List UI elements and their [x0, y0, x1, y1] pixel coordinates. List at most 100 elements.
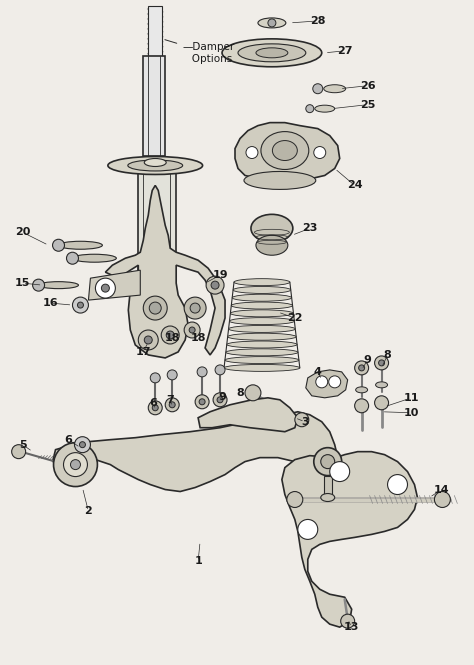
- Text: 25: 25: [360, 100, 375, 110]
- Circle shape: [215, 365, 225, 375]
- Text: 8: 8: [383, 350, 392, 360]
- Ellipse shape: [58, 241, 102, 249]
- Ellipse shape: [261, 132, 309, 170]
- Text: 5: 5: [19, 440, 27, 450]
- Circle shape: [329, 376, 341, 388]
- Circle shape: [313, 84, 323, 94]
- Circle shape: [190, 303, 200, 313]
- Ellipse shape: [324, 84, 346, 92]
- Text: 9: 9: [218, 392, 226, 402]
- Circle shape: [211, 281, 219, 289]
- Ellipse shape: [375, 382, 388, 388]
- Circle shape: [434, 491, 450, 507]
- Ellipse shape: [230, 310, 293, 317]
- Text: 17: 17: [136, 347, 151, 357]
- Text: 8: 8: [236, 388, 244, 398]
- Circle shape: [321, 455, 335, 469]
- Circle shape: [195, 395, 209, 409]
- Ellipse shape: [256, 48, 288, 58]
- Circle shape: [355, 399, 369, 413]
- Circle shape: [314, 448, 342, 475]
- Circle shape: [71, 460, 81, 469]
- Polygon shape: [235, 122, 340, 178]
- Ellipse shape: [232, 294, 292, 301]
- Circle shape: [314, 146, 326, 158]
- Text: 14: 14: [434, 485, 449, 495]
- Text: 23: 23: [302, 223, 318, 233]
- Circle shape: [316, 376, 328, 388]
- Circle shape: [374, 396, 389, 410]
- Text: 28: 28: [310, 16, 326, 26]
- Circle shape: [359, 365, 365, 371]
- Circle shape: [295, 413, 309, 427]
- Circle shape: [12, 445, 26, 459]
- Circle shape: [245, 385, 261, 401]
- Text: 18: 18: [191, 333, 206, 343]
- Circle shape: [184, 322, 200, 338]
- Ellipse shape: [224, 364, 300, 371]
- Circle shape: [150, 373, 160, 383]
- Circle shape: [101, 284, 109, 292]
- Circle shape: [355, 361, 369, 375]
- Ellipse shape: [251, 214, 293, 242]
- Circle shape: [287, 491, 303, 507]
- Ellipse shape: [356, 387, 368, 393]
- Text: 6: 6: [64, 435, 73, 445]
- Ellipse shape: [227, 341, 297, 348]
- Circle shape: [388, 475, 408, 495]
- Ellipse shape: [256, 235, 288, 255]
- Text: 6: 6: [149, 398, 157, 408]
- Text: 2: 2: [84, 507, 92, 517]
- Circle shape: [73, 297, 89, 313]
- Ellipse shape: [229, 318, 294, 325]
- Circle shape: [33, 279, 45, 291]
- Circle shape: [197, 367, 207, 377]
- Ellipse shape: [128, 160, 182, 171]
- Circle shape: [374, 356, 389, 370]
- Ellipse shape: [244, 172, 316, 190]
- Text: 26: 26: [360, 80, 375, 90]
- Polygon shape: [198, 398, 298, 432]
- Text: —Damper
   Options: —Damper Options: [165, 40, 235, 64]
- Circle shape: [53, 239, 64, 251]
- Ellipse shape: [315, 105, 335, 112]
- Ellipse shape: [222, 39, 322, 66]
- Circle shape: [66, 252, 79, 264]
- Circle shape: [341, 614, 355, 628]
- Ellipse shape: [234, 279, 290, 286]
- Circle shape: [268, 19, 276, 27]
- Text: 7: 7: [166, 395, 174, 405]
- Text: 16: 16: [43, 298, 58, 308]
- Text: 20: 20: [15, 227, 30, 237]
- Ellipse shape: [225, 356, 299, 364]
- Text: 9: 9: [364, 355, 372, 365]
- Text: 22: 22: [287, 313, 302, 323]
- Circle shape: [64, 453, 87, 477]
- Text: 3: 3: [301, 417, 309, 427]
- Bar: [324, 475, 332, 495]
- Circle shape: [213, 393, 227, 407]
- Circle shape: [298, 519, 318, 539]
- Bar: [138, 168, 176, 283]
- Polygon shape: [105, 186, 225, 358]
- Ellipse shape: [144, 158, 166, 166]
- Circle shape: [206, 276, 224, 294]
- Polygon shape: [53, 412, 337, 491]
- Circle shape: [144, 336, 152, 344]
- Circle shape: [152, 405, 158, 411]
- Text: 1: 1: [194, 557, 202, 567]
- Polygon shape: [306, 370, 347, 398]
- Text: 4: 4: [314, 367, 322, 377]
- Ellipse shape: [231, 302, 292, 309]
- Circle shape: [74, 437, 91, 453]
- Circle shape: [95, 278, 115, 298]
- Bar: [143, 56, 165, 156]
- Ellipse shape: [228, 325, 295, 332]
- Circle shape: [166, 331, 174, 339]
- Circle shape: [77, 302, 83, 308]
- Text: 18: 18: [164, 333, 180, 343]
- Circle shape: [149, 302, 161, 314]
- Ellipse shape: [233, 287, 291, 293]
- Circle shape: [184, 297, 206, 319]
- Ellipse shape: [226, 349, 298, 356]
